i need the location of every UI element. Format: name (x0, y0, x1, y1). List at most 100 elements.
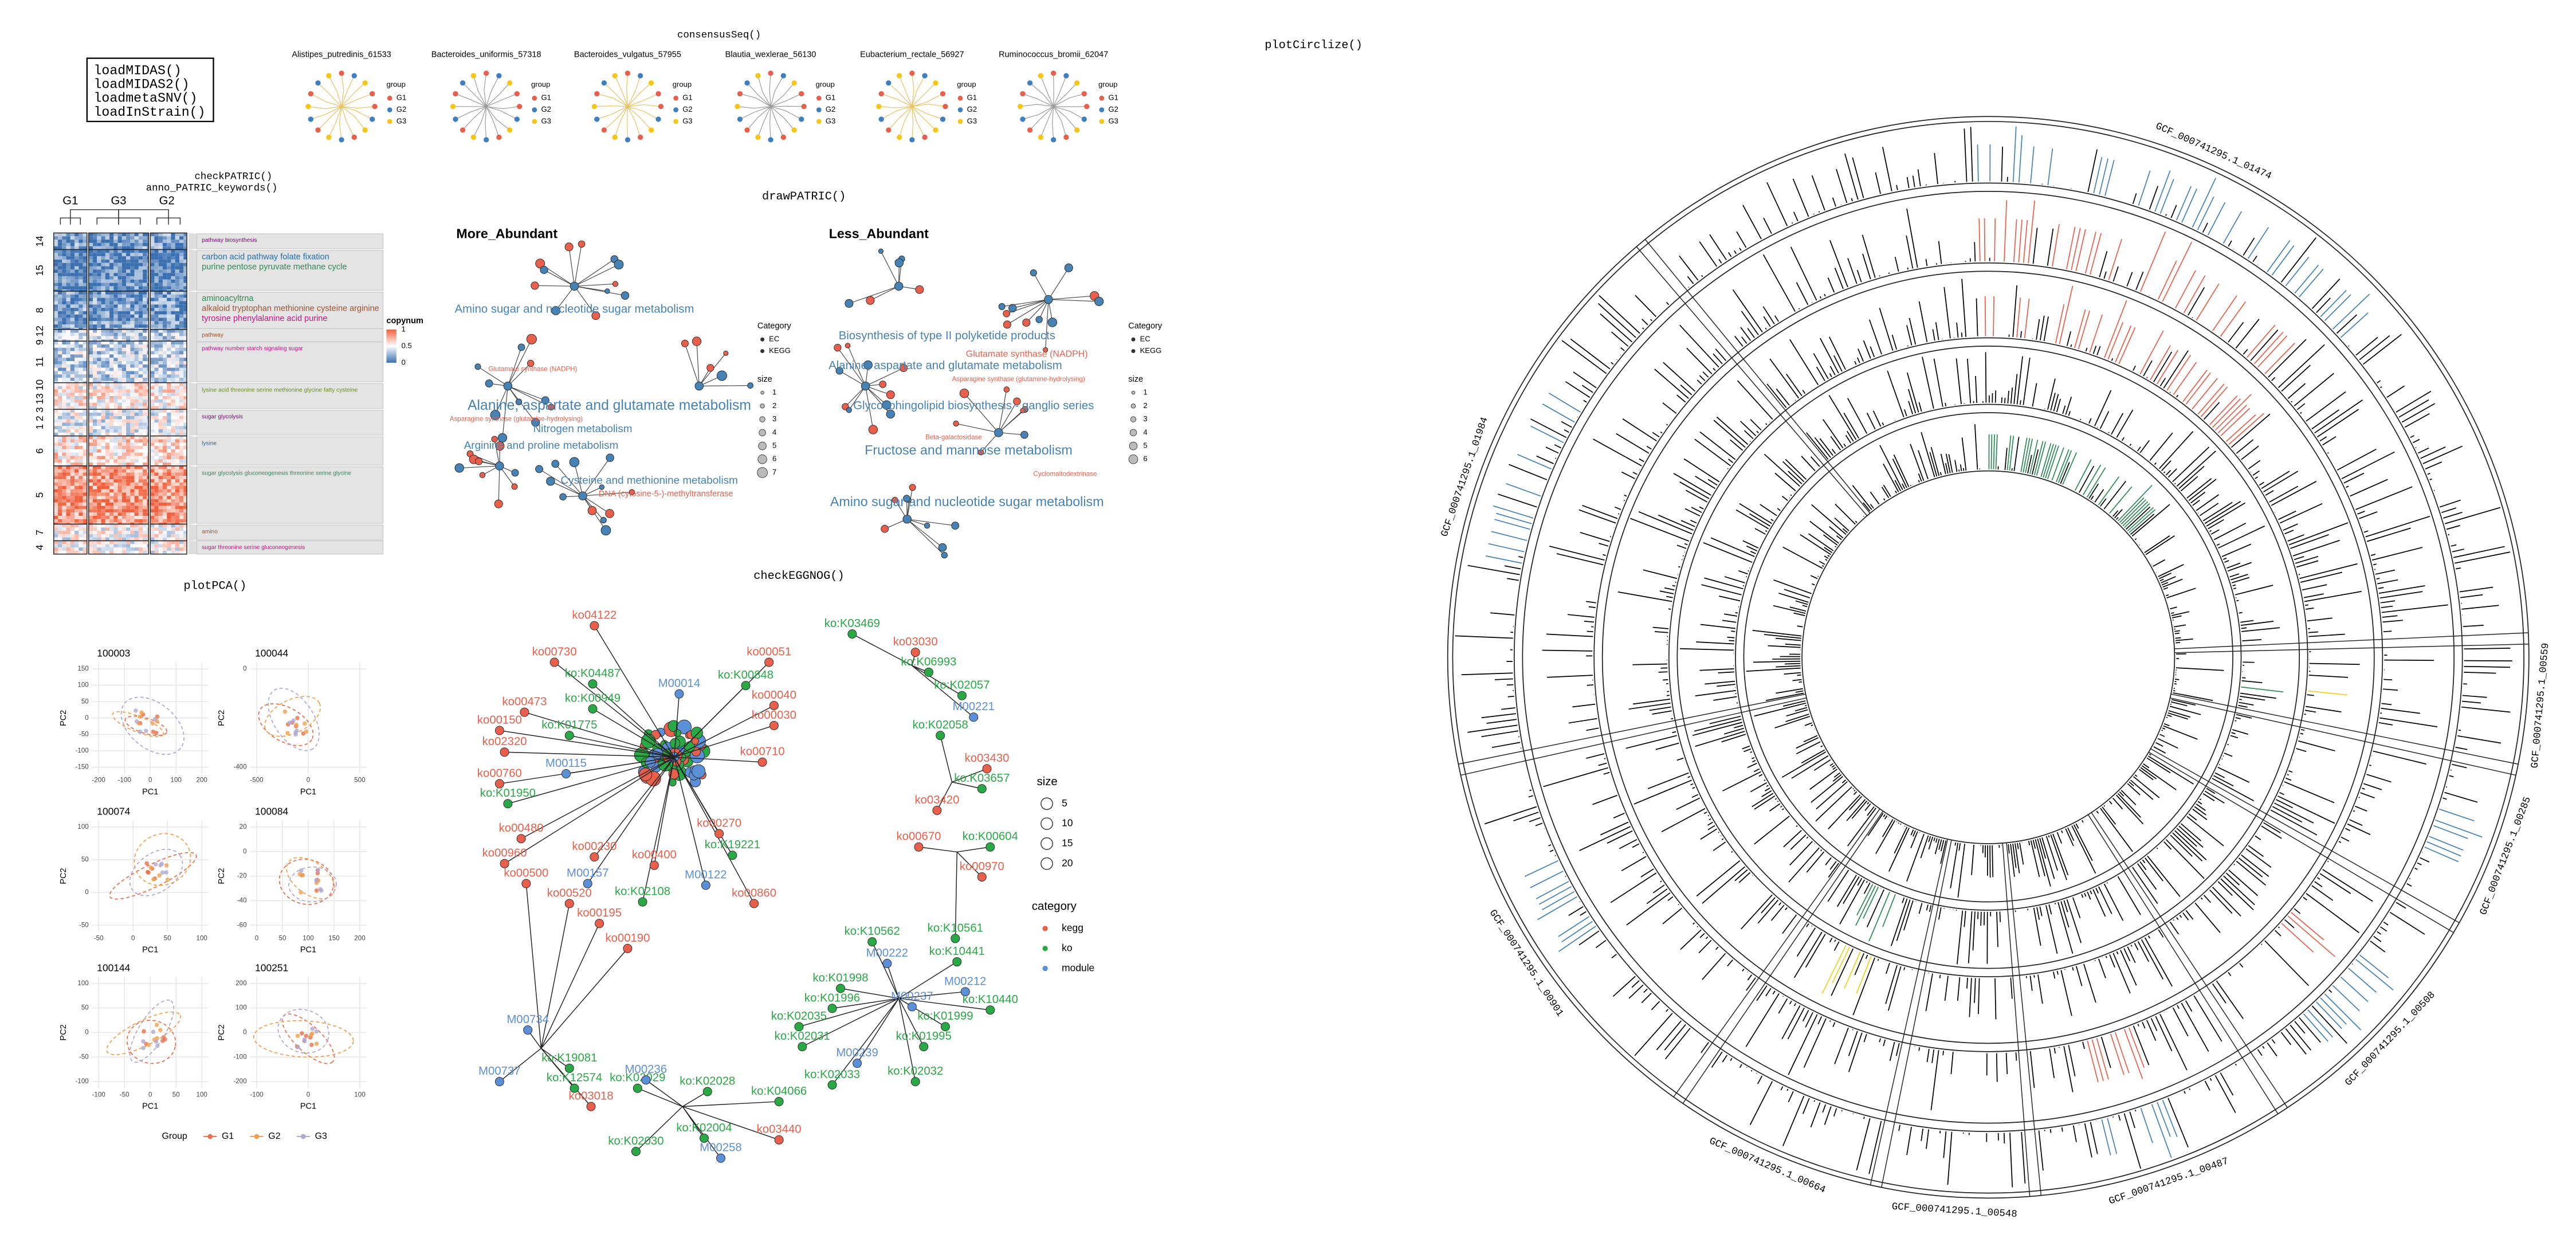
heat-cell (74, 492, 79, 496)
edge (898, 961, 957, 999)
heat-cell (121, 489, 127, 493)
heat-cell (150, 371, 155, 375)
heat-cell (154, 544, 159, 548)
heat-cell (183, 382, 187, 386)
tree-branch (1040, 75, 1054, 107)
heat-cell (167, 358, 171, 361)
hub-node (1044, 295, 1053, 304)
track-bar (1906, 235, 1914, 269)
heat-cell (154, 482, 159, 486)
heat-cell (179, 524, 184, 528)
x-tick-label: 100 (197, 1091, 207, 1098)
node (940, 1022, 950, 1032)
heat-cell (121, 393, 127, 396)
heat-cell (113, 393, 118, 396)
track-bar (2123, 1029, 2143, 1079)
heat-cell (117, 344, 122, 348)
heat-cell (74, 489, 79, 493)
heat-cell (179, 240, 184, 243)
heat-cell (175, 426, 179, 430)
heat-cell (138, 439, 143, 443)
x-tick-label: 100 (354, 1091, 365, 1098)
heat-cell (70, 311, 75, 315)
heat-cell (83, 522, 87, 524)
heat-cell (66, 399, 70, 403)
heat-cell (130, 544, 135, 548)
heat-cell (121, 351, 127, 355)
node (757, 757, 767, 767)
heat-cell (150, 327, 155, 330)
legend-tick: 1 (402, 324, 406, 333)
heat-cell (121, 364, 127, 368)
legend-dot (957, 119, 963, 124)
track-bar (1926, 1048, 1930, 1063)
heat-cell (117, 389, 122, 393)
heat-cell (109, 354, 114, 358)
heat-cell (109, 240, 114, 243)
heat-cell (88, 531, 93, 534)
heat-cell (130, 266, 135, 270)
heat-cell (105, 354, 110, 358)
legend-key-dot (207, 1134, 213, 1139)
node (1008, 304, 1017, 312)
node-label: ko:K00949 (565, 692, 621, 705)
sample-point (152, 717, 158, 722)
heat-cell (171, 469, 175, 473)
heat-cell (130, 482, 135, 486)
track-bar (2183, 275, 2206, 314)
track-bar (2264, 343, 2295, 374)
heat-cell (109, 509, 114, 513)
node (868, 425, 878, 434)
heat-cell (183, 527, 187, 531)
heat-cell (113, 253, 118, 257)
heat-cell (154, 442, 159, 446)
heat-cell (130, 463, 135, 466)
heat-cell (88, 374, 93, 378)
track-bar (1741, 311, 1759, 335)
heat-cell (70, 449, 75, 453)
heat-cell (158, 294, 163, 298)
heat-cell (101, 502, 105, 506)
heat-cell (78, 409, 83, 413)
tree-branch (769, 73, 771, 107)
heat-cell (66, 492, 70, 496)
heat-cell (138, 378, 143, 381)
node (774, 1135, 784, 1145)
heat-cell (158, 524, 163, 528)
heat-cell (138, 446, 143, 449)
heat-cell (88, 318, 93, 322)
heat-cell (179, 336, 184, 340)
tree-branch (341, 106, 355, 138)
track-bar (1490, 612, 1515, 616)
heat-cell (62, 279, 66, 283)
heat-cell (93, 269, 97, 273)
sample-point (151, 877, 156, 882)
heat-cell (126, 422, 131, 426)
heat-cell (130, 318, 135, 322)
heat-cell (150, 382, 155, 386)
heat-cell (109, 422, 114, 426)
track-bar (2383, 921, 2389, 926)
heat-cell (150, 472, 155, 476)
heat-cell (97, 381, 101, 383)
heat-cell (83, 550, 87, 554)
track-bar (1836, 169, 1848, 203)
heat-cell (83, 347, 87, 351)
heat-cell (130, 452, 135, 456)
heat-cell (175, 476, 179, 480)
heat-cell (109, 524, 114, 528)
legend-title: group (673, 80, 692, 89)
node (1035, 316, 1043, 323)
heat-cell (113, 419, 118, 423)
node (546, 476, 555, 486)
heat-cell (66, 413, 70, 416)
y-tick-label: -20 (237, 872, 247, 880)
track-bar (1599, 295, 1640, 334)
heat-cell (158, 329, 163, 333)
track-bar (2071, 228, 2081, 271)
heat-cell (126, 413, 131, 416)
heat-cell (154, 386, 159, 390)
heat-cell (58, 347, 62, 351)
heat-cell (83, 463, 87, 466)
heat-cell (58, 233, 62, 237)
